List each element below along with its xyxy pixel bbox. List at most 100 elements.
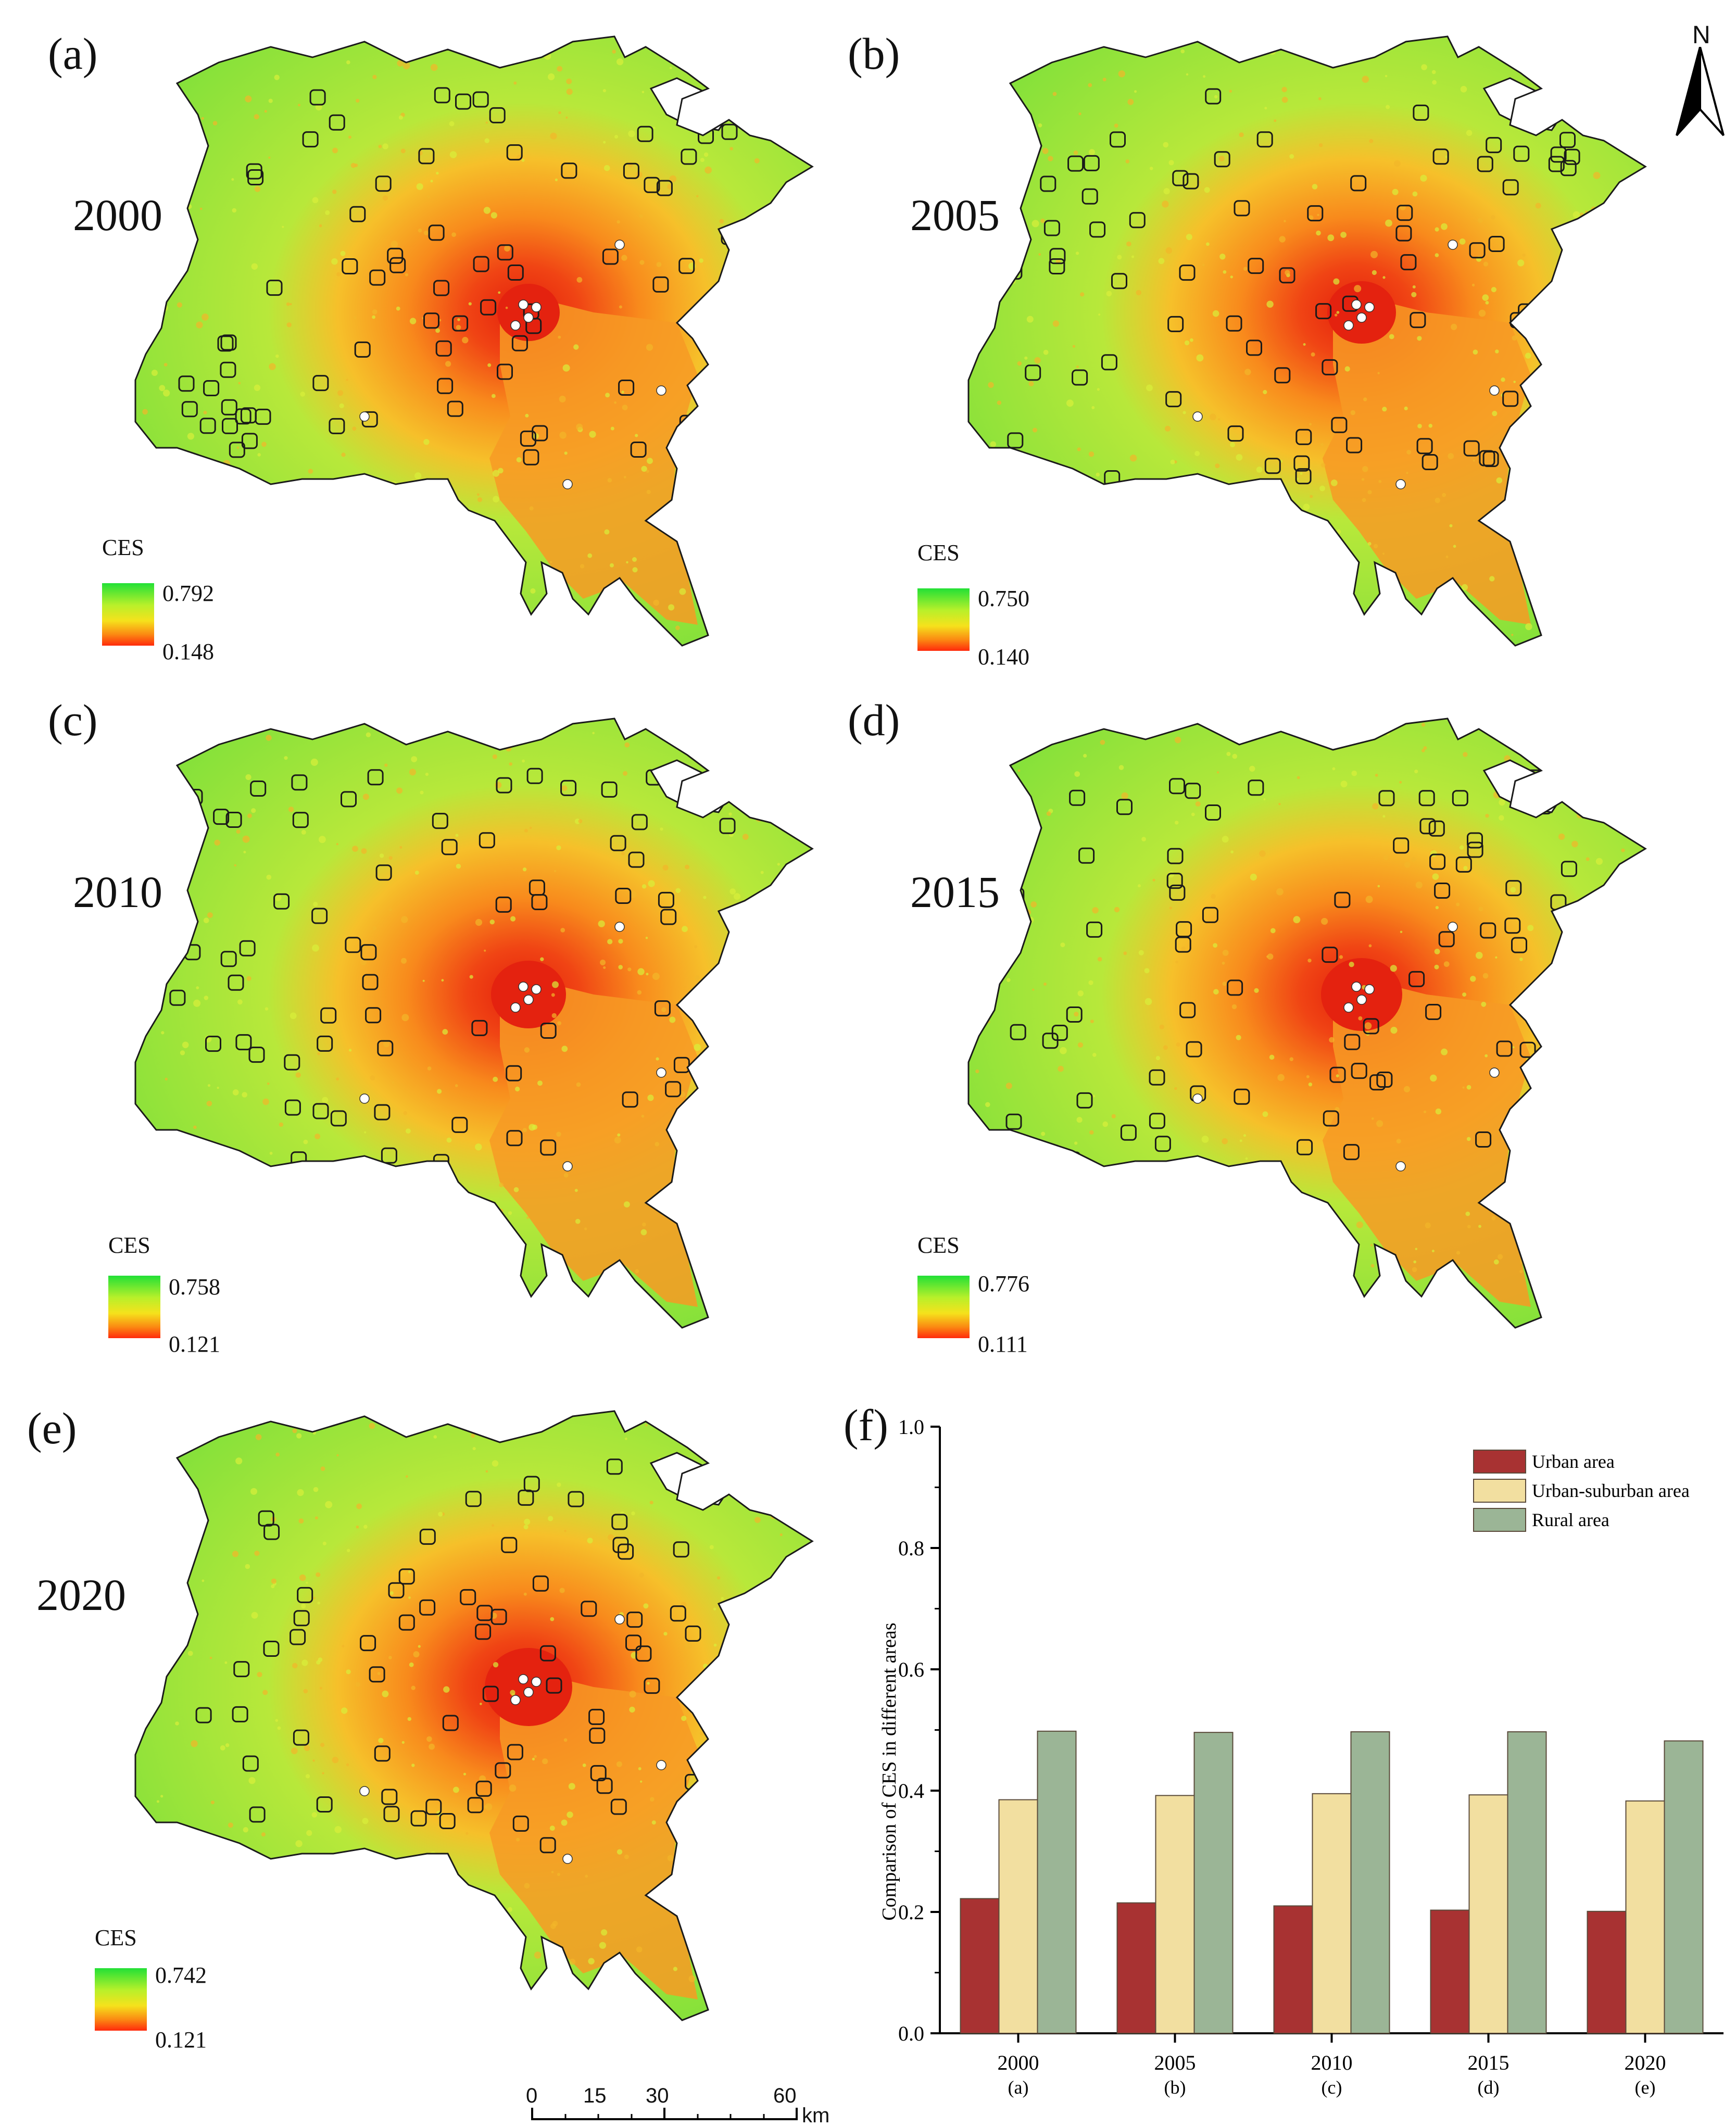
city-marker — [523, 312, 534, 323]
ces-speckle — [768, 618, 773, 622]
ces-speckle — [1594, 746, 1599, 750]
ces-speckle — [1105, 557, 1111, 562]
ces-speckle — [1125, 159, 1129, 163]
ces-speckle — [490, 212, 497, 219]
ces-speckle — [498, 468, 504, 474]
ces-speckle — [1034, 357, 1041, 364]
ces-speckle — [348, 135, 351, 139]
ces-speckle — [1074, 1012, 1079, 1017]
ces-speckle — [1010, 141, 1016, 147]
ces-speckle — [1385, 74, 1388, 78]
ces-speckle — [1318, 97, 1322, 100]
ces-speckle — [279, 1122, 284, 1127]
ces-speckle — [1443, 961, 1450, 967]
ces-speckle — [230, 734, 236, 739]
ces-speckle — [175, 1861, 179, 1865]
ces-speckle — [563, 1738, 568, 1742]
ces-speckle — [161, 221, 163, 224]
ces-speckle — [1539, 1257, 1546, 1264]
ces-speckle — [383, 195, 388, 201]
x-tick-sublabel: (e) — [1635, 2077, 1656, 2098]
ces-speckle — [647, 1682, 650, 1685]
city-marker — [614, 922, 625, 932]
ces-speckle — [1165, 425, 1171, 432]
urban-core — [1321, 958, 1402, 1031]
ces-speckle — [207, 1084, 211, 1087]
ces-speckle — [701, 1770, 706, 1774]
ces-speckle — [1400, 930, 1403, 933]
ces-speckle — [319, 224, 322, 228]
ces-speckle — [341, 452, 346, 457]
buffer-zone-outline — [187, 1519, 204, 1536]
ces-speckle — [388, 908, 392, 911]
ces-speckle — [1546, 1008, 1550, 1012]
ces-speckle — [159, 192, 163, 197]
x-tick-sublabel: (a) — [1008, 2077, 1029, 2098]
ces-speckle — [1420, 174, 1427, 182]
ces-speckle — [337, 390, 344, 396]
ces-speckle — [540, 957, 544, 961]
ces-speckle — [335, 1956, 341, 1961]
buffer-zone-outline — [1419, 818, 1436, 835]
ces-speckle — [753, 613, 758, 618]
ces-speckle — [1279, 236, 1286, 243]
ces-speckle — [493, 496, 499, 502]
city-marker — [1489, 385, 1500, 396]
ces-speckle — [1471, 283, 1475, 287]
ces-speckle — [277, 1726, 281, 1730]
ces-speckle — [734, 1003, 738, 1007]
bar-urban-suburban-area-2005 — [1155, 1795, 1195, 2034]
ces-speckle — [639, 214, 643, 218]
ces-speckle — [360, 959, 367, 965]
ces-speckle — [769, 1814, 774, 1819]
ces-speckle — [1399, 781, 1402, 784]
buffer-zone-outline — [622, 1091, 638, 1108]
ces-speckle — [1239, 1139, 1242, 1142]
ces-speckle — [1372, 803, 1379, 810]
ces-speckle — [760, 1111, 763, 1114]
ces-speckle — [256, 508, 259, 511]
ces-speckle — [146, 289, 149, 292]
buffer-zone-outline — [1049, 258, 1065, 274]
ces-speckle — [1033, 427, 1037, 433]
ces-raster-base — [135, 36, 812, 646]
ces-speckle — [698, 1863, 701, 1867]
ces-speckle — [787, 480, 792, 485]
ces-speckle — [1375, 774, 1378, 777]
ces-speckle — [757, 1602, 763, 1608]
ces-speckle — [346, 60, 350, 65]
ces-speckle — [1102, 1121, 1108, 1127]
ces-speckle — [322, 1772, 324, 1774]
ces-speckle — [629, 1706, 635, 1713]
buffer-zone-outline — [1397, 205, 1413, 221]
ces-speckle — [1011, 872, 1015, 876]
ces-speckle — [182, 1041, 189, 1049]
buffer-zone-outline — [1025, 364, 1041, 381]
ces-speckle — [399, 846, 402, 849]
ces-speckle — [977, 522, 983, 527]
buffer-zone-outline — [602, 248, 619, 265]
ces-speckle — [1274, 119, 1277, 122]
ces-speckle — [1329, 1037, 1335, 1043]
ces-speckle — [1079, 1238, 1085, 1244]
buffer-zone-outline — [685, 1625, 701, 1642]
ces-speckle — [284, 601, 289, 606]
buffer-zone-outline — [213, 809, 230, 825]
ces-speckle — [1604, 1087, 1607, 1090]
bar-urban-area-2015 — [1430, 1909, 1470, 2034]
city-marker — [1192, 411, 1203, 422]
ces-speckle — [516, 1837, 520, 1842]
buffer-zone-outline — [460, 1589, 476, 1605]
ces-speckle — [256, 1285, 262, 1291]
ces-speckle — [1118, 70, 1125, 78]
ces-speckle — [247, 813, 252, 819]
ces-speckle — [558, 111, 561, 115]
ces-speckle — [703, 152, 709, 157]
ces-speckle — [453, 1786, 459, 1793]
ces-speckle — [1339, 593, 1346, 600]
ces-speckle — [1639, 461, 1643, 465]
ces-speckle — [1218, 418, 1221, 421]
ces-speckle — [1003, 526, 1009, 532]
bar-urban-area-2010 — [1273, 1905, 1313, 2034]
ces-speckle — [1226, 752, 1231, 756]
